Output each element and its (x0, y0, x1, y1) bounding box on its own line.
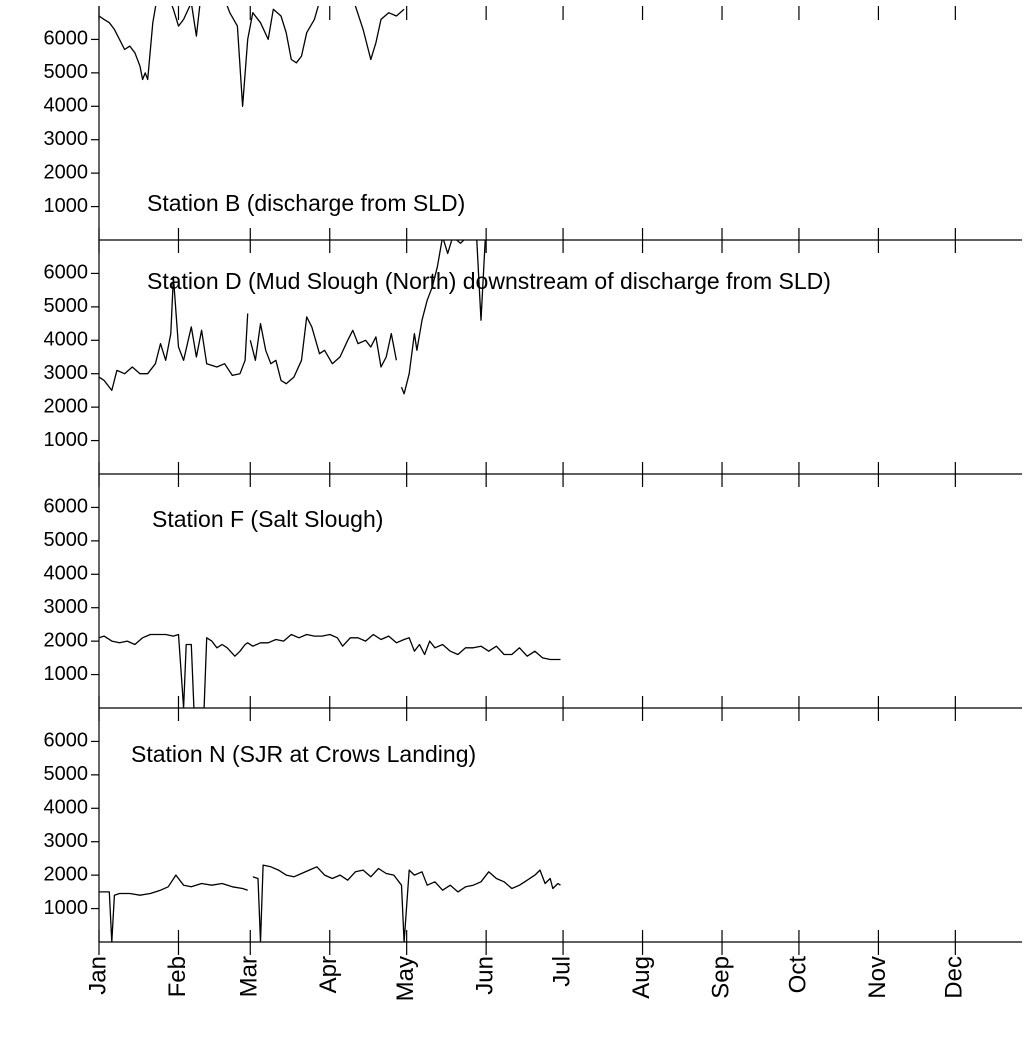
y-tick-label: 1000 (44, 663, 89, 685)
y-tick-label: 4000 (44, 95, 89, 117)
y-tick-label: 5000 (44, 61, 89, 83)
x-tick-label: Jun (471, 956, 498, 995)
y-tick-label: 2000 (44, 629, 89, 651)
x-tick-label: Apr (315, 956, 342, 993)
y-tick-label: 1000 (44, 897, 89, 919)
x-tick-label: Sep (707, 956, 734, 999)
y-tick-label: 1000 (44, 429, 89, 451)
x-tick-label: Oct (784, 956, 811, 994)
y-tick-label: 6000 (44, 28, 89, 50)
y-tick-label: 5000 (44, 529, 89, 551)
y-tick-label: 3000 (44, 128, 89, 150)
series-line (99, 6, 405, 107)
y-tick-label: 5000 (44, 763, 89, 785)
panel-title: Station D (Mud Slough (North) downstream… (147, 268, 831, 294)
series-line (99, 240, 486, 395)
y-tick-label: 4000 (44, 329, 89, 351)
y-tick-label: 4000 (44, 797, 89, 819)
x-tick-label: Nov (864, 956, 891, 999)
y-tick-label: 5000 (44, 295, 89, 317)
panel-title: Station F (Salt Slough) (152, 506, 383, 532)
y-tick-label: 6000 (44, 262, 89, 284)
series-line (99, 633, 561, 708)
x-tick-label: Mar (236, 956, 263, 997)
y-tick-label: 2000 (44, 395, 89, 417)
y-tick-label: 4000 (44, 563, 89, 585)
y-tick-label: 3000 (44, 362, 89, 384)
x-tick-label: Jan (84, 956, 111, 995)
y-tick-label: 6000 (44, 730, 89, 752)
x-tick-label: Dec (941, 956, 968, 999)
panel-title: Station B (discharge from SLD) (147, 190, 465, 216)
y-tick-label: 1000 (44, 195, 89, 217)
y-tick-label: 6000 (44, 496, 89, 518)
x-tick-label: Jul (548, 956, 575, 987)
series-line (99, 864, 561, 942)
x-tick-label: Feb (164, 956, 191, 997)
y-tick-label: 2000 (44, 863, 89, 885)
x-tick-label: May (392, 956, 419, 1001)
y-tick-label: 3000 (44, 830, 89, 852)
y-tick-label: 3000 (44, 596, 89, 618)
y-tick-label: 2000 (44, 161, 89, 183)
x-tick-label: Aug (628, 956, 655, 999)
panel-title: Station N (SJR at Crows Landing) (131, 741, 476, 767)
